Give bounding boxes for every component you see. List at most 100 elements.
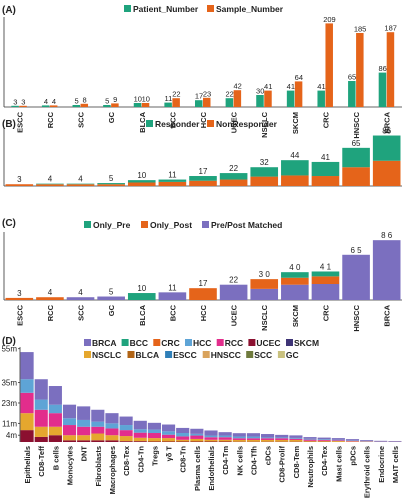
bar-c-pre-post-matched [281, 284, 309, 300]
x-tick-label-d: DNT [80, 446, 89, 462]
bar-d-rcc [91, 426, 105, 434]
data-label-c: 11 [168, 283, 177, 292]
y-tick-label-d: 55m [1, 345, 17, 354]
bar-d-nsclc [133, 437, 147, 442]
legend-d-label: BCC [130, 338, 148, 348]
bar-a-sample_number [19, 105, 27, 107]
bar-d-ucec [34, 436, 48, 442]
legend-d-label: HNSCC [211, 350, 241, 360]
x-tick-label-d: CD4-Tfh [249, 446, 258, 476]
panel-label-b: (B) [2, 119, 16, 130]
bar-d-nsclc [20, 413, 34, 431]
bar-a-sample_number [49, 105, 58, 107]
data-label-a: 42 [233, 82, 241, 91]
bar-b-responder [342, 147, 370, 168]
data-label-a: 3 [13, 97, 17, 106]
bar-d-nsclc [62, 435, 77, 441]
data-label-c: 8 6 [381, 231, 393, 240]
bar-d-nsclc [161, 438, 176, 442]
legend-d-swatch [185, 339, 192, 346]
x-tick-label-d: CD4-Tex [320, 445, 329, 476]
bar-d-nsclc [147, 438, 161, 442]
bar-a-sample_number [203, 97, 211, 107]
x-tick-label-d: Tregs [150, 446, 159, 466]
bar-d-hcc [246, 436, 261, 439]
bar-d-hcc [261, 437, 275, 439]
legend-b-label: NonResponder [216, 119, 278, 129]
bar-c-pre-post-matched [372, 240, 401, 300]
data-label-a: 30 [256, 87, 264, 96]
bar-d-rcc [147, 433, 161, 439]
x-tick-label-c: SKCM [291, 305, 300, 327]
bar-b-nonresponder [372, 160, 401, 186]
bar-d-rcc [204, 437, 218, 440]
data-label-c: 22 [229, 276, 238, 285]
x-tick-label-d: CD8-Tn [179, 446, 188, 473]
bar-d-brca [20, 352, 34, 380]
y-tick-label-d: 23m [1, 399, 17, 408]
data-label-b: 10 [137, 171, 146, 180]
bar-d-rcc [161, 434, 176, 439]
bar-b-nonresponder [281, 175, 309, 186]
bar-d-brca [62, 404, 77, 419]
bar-c-only-post [5, 297, 34, 300]
bar-a-sample_number [386, 32, 395, 108]
panel-label-d: (D) [2, 336, 16, 347]
bar-d-hcc [204, 435, 218, 438]
bar-a-patient_number [164, 102, 172, 107]
data-label-c: 6 5 [351, 246, 363, 255]
bar-c-only-pre [127, 293, 156, 300]
bar-b-nonresponder [5, 184, 34, 186]
bar-d-rcc [48, 413, 62, 427]
data-label-c: 4 1 [320, 262, 332, 271]
bar-d-rcc [62, 425, 77, 436]
legend-a-swatch [124, 5, 131, 12]
data-label-b: 86 [382, 127, 391, 136]
data-label-a: 9 [113, 95, 117, 104]
bar-d-hcc [161, 431, 176, 435]
bar-d-hcc [77, 419, 91, 427]
bar-c-only-post [250, 279, 279, 289]
bar-d-nsclc [105, 435, 119, 441]
x-tick-label-c: SCC [77, 304, 86, 320]
data-label-c: 17 [199, 279, 208, 288]
bar-d-nsclc [331, 440, 345, 442]
bar-a-sample_number [111, 103, 119, 107]
bar-a-sample_number [233, 90, 242, 107]
bar-b-nonresponder [342, 167, 370, 186]
bar-d-hcc [190, 433, 204, 436]
legend-d-label: BRCA [92, 338, 117, 348]
data-label-b: 65 [352, 139, 361, 148]
bar-d-brca [147, 422, 161, 430]
bar-d-hcc [331, 439, 345, 441]
bar-d-nsclc [91, 433, 105, 441]
bar-d-brca [77, 406, 91, 420]
bar-a-patient_number [348, 81, 356, 107]
bar-d-rcc [345, 440, 360, 442]
bar-b-nonresponder [250, 176, 279, 186]
y-tick-label-d: 35m [1, 379, 17, 388]
bar-a-sample_number [172, 98, 180, 107]
bar-a-sample_number [356, 33, 364, 107]
bar-d-hcc [303, 438, 317, 440]
bar-b-nonresponder [36, 184, 64, 186]
x-tick-label-c: BRCA [383, 304, 392, 326]
bar-d-nsclc [204, 439, 218, 442]
bar-b-nonresponder [66, 184, 95, 186]
bar-d-ucec [91, 440, 105, 442]
legend-d-label: HCC [193, 338, 211, 348]
legend-d-swatch [153, 339, 161, 346]
x-tick-label-d: Epithelials [23, 446, 32, 484]
bar-c-pre-post-matched [219, 284, 248, 300]
bar-d-nsclc [246, 439, 261, 442]
data-label-a: 8 [82, 95, 86, 104]
data-label-b: 4 [78, 175, 83, 184]
x-tick-label-a: CRC [321, 111, 330, 128]
bar-d-rcc [176, 436, 190, 440]
x-tick-label-d: Endocrine [377, 446, 386, 483]
data-label-a: 86 [379, 64, 387, 73]
data-label-b: 17 [199, 167, 208, 176]
data-label-a: 187 [384, 24, 397, 33]
bar-b-nonresponder [158, 181, 187, 186]
